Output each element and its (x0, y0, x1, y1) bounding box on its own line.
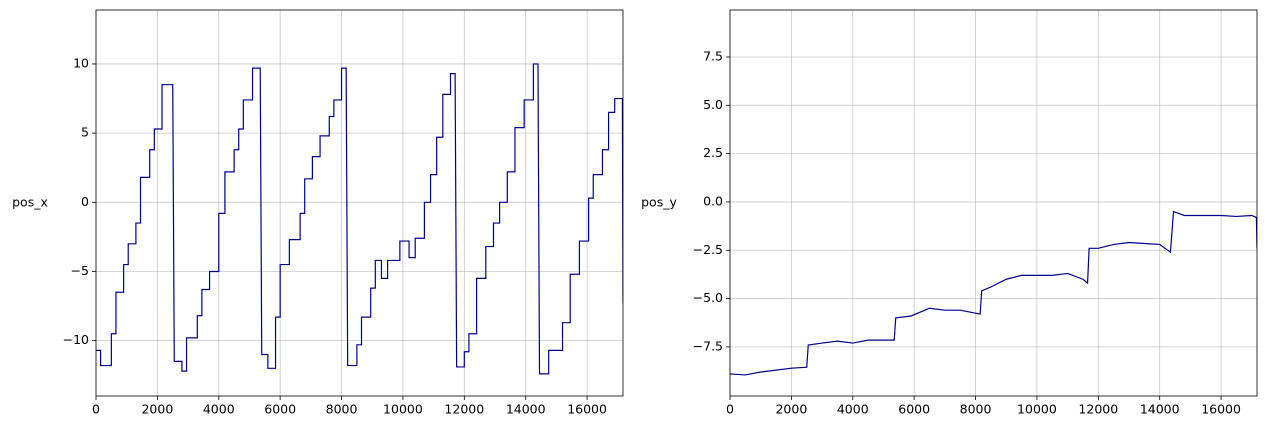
y-tick-label: 2.5 (703, 145, 723, 160)
y-tick-label: −5 (71, 263, 89, 278)
y-axis-label: pos_y (641, 195, 677, 210)
x-tick-label: 16000 (567, 402, 607, 417)
y-tick-label: −7.5 (693, 338, 723, 353)
x-tick-label: 0 (726, 402, 734, 417)
x-tick-label: 8000 (326, 402, 358, 417)
x-tick-label: 14000 (1140, 402, 1180, 417)
x-tick-label: 12000 (444, 402, 484, 417)
y-tick-label: −5.0 (693, 290, 723, 305)
y-axis-label: pos_x (12, 195, 48, 210)
x-tick-label: 10000 (1017, 402, 1057, 417)
axes-frame (95, 9, 624, 397)
y-tick-label: 10 (73, 55, 89, 70)
y-tick-label: −10 (63, 332, 89, 347)
x-tick-label: 6000 (264, 402, 296, 417)
axes-frame (729, 9, 1258, 397)
x-tick-label: 4000 (837, 402, 869, 417)
x-tick-label: 2000 (775, 402, 807, 417)
data-line (96, 63, 623, 375)
x-tick-label: 16000 (1201, 402, 1241, 417)
y-tick-label: 0 (81, 194, 89, 209)
x-tick-label: 4000 (203, 402, 235, 417)
y-tick-label: 5 (81, 125, 89, 140)
x-tick-label: 10000 (383, 402, 423, 417)
x-tick-label: 12000 (1078, 402, 1118, 417)
x-tick-label: 8000 (960, 402, 992, 417)
y-tick-label: 5.0 (703, 97, 723, 112)
y-tick-label: −2.5 (693, 242, 723, 257)
x-tick-label: 0 (92, 402, 100, 417)
x-tick-label: 14000 (506, 402, 546, 417)
x-tick-label: 6000 (898, 402, 930, 417)
y-tick-label: 0.0 (703, 193, 723, 208)
x-tick-label: 2000 (141, 402, 173, 417)
y-tick-label: 7.5 (703, 48, 723, 63)
data-line (730, 210, 1257, 376)
